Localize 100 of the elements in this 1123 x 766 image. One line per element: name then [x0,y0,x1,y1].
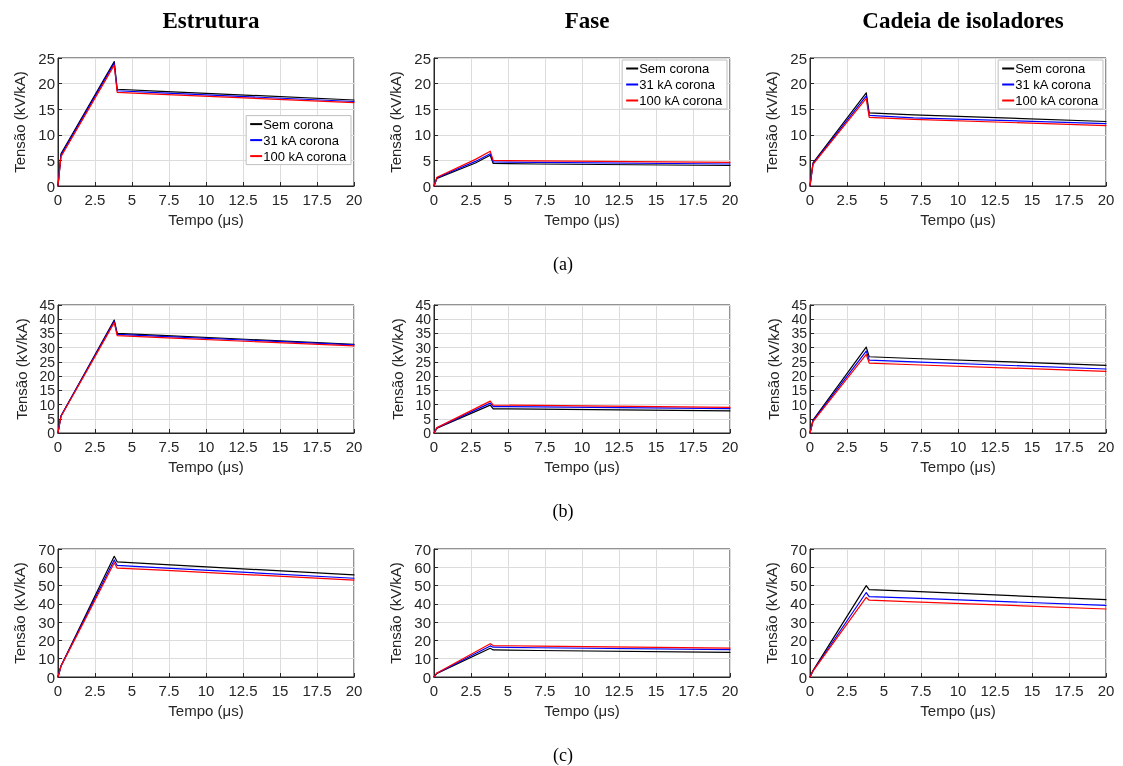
y-tick-label: 0 [423,425,432,441]
x-tick-label: 7.5 [158,682,180,699]
y-tick-label: 35 [415,325,432,342]
x-tick-label: 7.5 [534,438,556,455]
y-tick-label: 15 [791,382,808,399]
x-tick-label: 2.5 [460,191,482,208]
x-tick-label: 20 [345,682,363,699]
y-tick-label: 50 [790,577,807,595]
y-tick-label: 30 [414,613,431,631]
x-tick-label: 17.5 [678,191,708,208]
y-axis-title: Tensão (kV/kA) [387,71,405,173]
legend-label: 31 kA corona [263,132,340,148]
x-tick-label: 7.5 [910,682,932,699]
x-tick-label: 12.5 [604,191,634,208]
x-tick-label: 15 [271,191,289,208]
x-tick-label: 10 [573,438,591,455]
x-tick-label: 12.5 [604,682,634,699]
y-tick-label: 60 [414,558,431,576]
x-tick-label: 12.5 [980,191,1010,208]
legend-label: 100 kA corona [1015,93,1100,108]
x-axis-title: Tempo (μs) [920,211,996,228]
y-tick-label: 70 [38,540,55,558]
x-tick-label: 12.5 [228,682,258,699]
x-tick-label: 7.5 [910,438,932,455]
y-tick-label: 25 [791,353,808,370]
y-tick-label: 20 [790,631,807,649]
y-tick-label: 20 [414,631,431,649]
x-tick-label: 10 [197,682,215,699]
x-tick-label: 20 [721,191,739,208]
y-tick-label: 10 [414,650,431,668]
x-tick-label: 17.5 [1054,191,1084,208]
y-tick-label: 15 [415,382,432,399]
x-tick-label: 12.5 [228,191,258,208]
x-tick-label: 17.5 [302,191,332,208]
legend-label: 31 kA corona [639,77,716,92]
y-tick-label: 5 [46,151,55,169]
legend-label: 100 kA corona [263,148,348,164]
y-tick-label: 5 [47,410,56,427]
x-tick-label: 5 [127,682,137,699]
y-tick-label: 30 [415,339,432,356]
y-tick-label: 10 [791,396,808,413]
y-tick-label: 20 [415,368,432,385]
y-tick-label: 0 [47,425,56,441]
legend-label: 100 kA corona [639,93,724,108]
x-axis-title: Tempo (μs) [168,211,244,228]
x-tick-label: 15 [647,438,665,455]
x-tick-label: 7.5 [534,191,556,208]
y-tick-label: 10 [414,126,431,144]
x-tick-label: 10 [197,438,215,455]
y-tick-label: 70 [414,540,431,558]
x-axis-title: Tempo (μs) [544,702,620,719]
y-tick-label: 35 [791,325,808,342]
y-tick-label: 10 [38,650,55,668]
y-tick-label: 10 [38,126,55,144]
y-tick-label: 15 [790,100,807,118]
y-tick-label: 50 [38,577,55,595]
x-tick-label: 2.5 [84,682,106,699]
x-tick-label: 12.5 [228,438,258,455]
y-tick-label: 25 [790,49,807,67]
x-tick-label: 2.5 [84,191,106,208]
y-tick-label: 20 [38,631,55,649]
x-tick-label: 7.5 [158,191,180,208]
y-tick-label: 0 [422,668,431,686]
y-tick-label: 5 [422,151,431,169]
y-tick-label: 10 [790,650,807,668]
x-tick-label: 15 [647,191,665,208]
y-tick-label: 35 [39,325,56,342]
y-tick-label: 30 [791,339,808,356]
y-tick-label: 20 [791,368,808,385]
y-tick-label: 10 [790,126,807,144]
y-tick-label: 40 [415,311,432,328]
y-tick-label: 30 [39,339,56,356]
y-tick-label: 30 [790,613,807,631]
y-tick-label: 25 [415,353,432,370]
y-tick-label: 45 [791,297,808,313]
y-tick-label: 0 [46,177,55,195]
x-tick-label: 5 [503,191,513,208]
x-tick-label: 17.5 [302,438,332,455]
y-tick-label: 10 [39,396,56,413]
y-tick-label: 25 [39,353,56,370]
chart-title: Fase [564,8,610,33]
y-tick-label: 20 [38,75,55,93]
x-axis-title: Tempo (μs) [544,458,620,475]
y-tick-label: 45 [39,297,56,313]
y-axis-title: Tensão (kV/kA) [764,318,782,420]
text: (c) [553,745,573,766]
text: (a) [553,254,573,275]
x-tick-label: 7.5 [158,438,180,455]
x-tick-label: 2.5 [836,682,858,699]
y-axis-title: Tensão (kV/kA) [11,71,29,173]
y-tick-label: 0 [798,668,807,686]
y-tick-label: 5 [423,410,432,427]
chart-title: Cadeia de isoladores [862,8,1064,33]
y-tick-label: 30 [38,613,55,631]
y-tick-label: 15 [39,382,56,399]
x-tick-label: 20 [345,438,363,455]
y-tick-label: 5 [798,151,807,169]
x-tick-label: 20 [1097,438,1115,455]
x-tick-label: 5 [879,438,889,455]
y-tick-label: 15 [414,100,431,118]
